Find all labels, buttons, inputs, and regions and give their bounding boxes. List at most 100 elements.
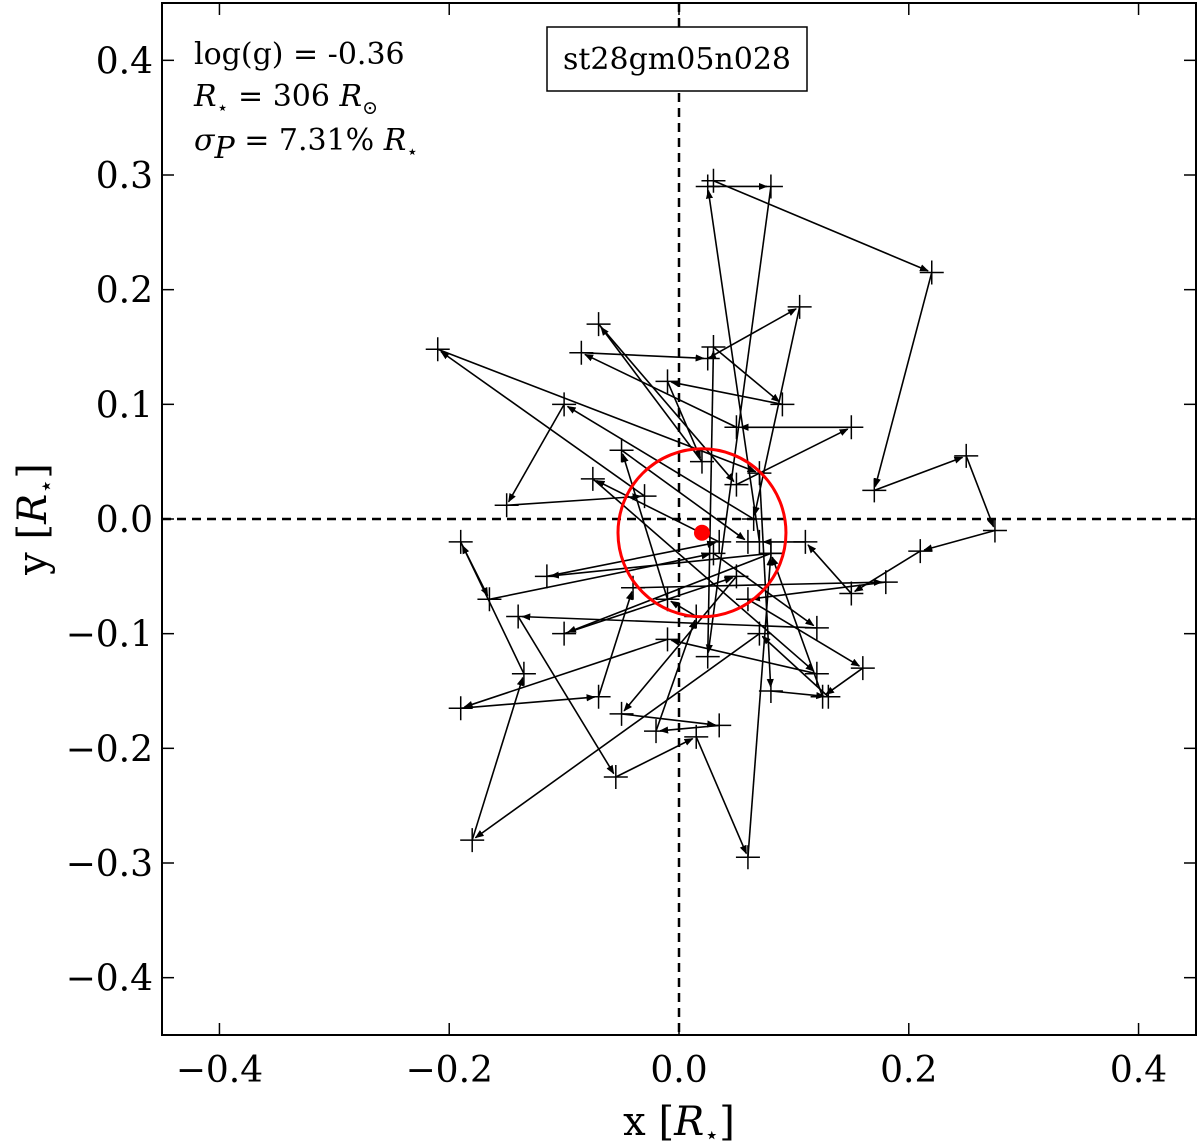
position-marker-26 <box>494 493 519 518</box>
x-axis-label-subscript: ⋆ <box>704 1121 719 1146</box>
position-marker-59 <box>609 701 634 726</box>
trajectory-step-1 <box>713 179 929 272</box>
position-marker-18 <box>724 472 749 497</box>
y-tick-label: 0.3 <box>96 156 153 197</box>
position-marker-47 <box>804 661 829 686</box>
x-axis-label-text: x [ <box>623 1099 674 1145</box>
position-marker-46 <box>580 466 605 491</box>
y-tick-label: −0.1 <box>66 615 153 656</box>
y-tick-label: 0.0 <box>96 500 153 541</box>
x-tick-label: −0.4 <box>176 1050 263 1091</box>
position-marker-58 <box>724 564 749 589</box>
position-marker-21 <box>569 340 594 365</box>
position-marker-61 <box>644 719 669 744</box>
position-marker-12 <box>695 644 720 669</box>
trajectory-step-31 <box>761 635 829 698</box>
trajectory-step-54 <box>825 667 864 696</box>
y-tick-label: −0.4 <box>66 959 153 1000</box>
sigma-unit-symbol: R <box>383 123 407 158</box>
radius-unit-symbol: R <box>339 79 363 114</box>
trajectory-step-57 <box>563 576 734 635</box>
trajectory-step-40 <box>615 737 694 778</box>
position-marker-5 <box>982 518 1007 543</box>
position-marker-30 <box>758 679 783 703</box>
trajectory-step-53 <box>747 598 861 667</box>
trajectory-step-46 <box>592 478 815 672</box>
axis-ticks: −0.4 −0.2 0.0 0.2 0.4 −0.4 −0.3 −0.2 −0.1 0.0 0.1 0… <box>66 3 1196 1091</box>
trajectory-step-62 <box>670 600 697 618</box>
sigma-symbol: σ <box>194 123 216 158</box>
trajectory-step-60 <box>659 724 720 734</box>
position-marker-64 <box>609 438 634 463</box>
position-marker-16 <box>689 449 714 474</box>
position-marker-49 <box>448 696 473 721</box>
position-marker-13 <box>701 335 726 359</box>
position-marker-45 <box>707 529 732 554</box>
position-marker-23 <box>787 294 812 319</box>
trajectory-step-11 <box>705 186 772 654</box>
trajectory-step-50 <box>597 590 633 697</box>
mean-position-dot <box>693 524 710 541</box>
position-marker-34 <box>511 661 536 686</box>
position-marker-40 <box>603 765 628 789</box>
trajectory-step-5 <box>923 529 996 552</box>
sigma-circle <box>616 447 788 619</box>
sigma-value: = 7.31% <box>235 123 384 158</box>
y-tick-label: 0.2 <box>96 271 153 312</box>
position-marker-57 <box>552 621 577 646</box>
trajectory-group <box>437 179 996 858</box>
model-label-box <box>546 26 808 92</box>
trajectory-step-33 <box>471 676 524 841</box>
trajectory-step-56 <box>567 552 772 633</box>
position-marker-41 <box>684 724 709 749</box>
position-marker-7 <box>839 581 864 606</box>
y-axis-label-text: y [ <box>10 524 56 576</box>
marker-group <box>425 168 1007 870</box>
trajectory-step-18 <box>736 428 849 486</box>
position-marker-19 <box>839 415 864 440</box>
trajectory-step-49 <box>460 694 596 709</box>
position-marker-20 <box>724 415 749 440</box>
trajectory-step-63 <box>621 453 669 600</box>
y-axis-label-close: ] <box>10 463 56 479</box>
trajectory-step-35 <box>459 541 489 597</box>
trajectory-step-2 <box>873 272 933 488</box>
position-marker-35 <box>448 529 473 554</box>
trajectory-step-29 <box>758 473 774 688</box>
radius-value: = 306 <box>229 79 340 114</box>
position-marker-15 <box>655 369 680 394</box>
trajectory-step-61 <box>655 619 696 732</box>
position-marker-24 <box>741 507 766 531</box>
y-tick-label: 0.4 <box>96 41 153 82</box>
x-axis-label-close: ] <box>719 1099 735 1145</box>
position-marker-55 <box>810 684 835 709</box>
x-axis-label: x [R⋆] <box>623 1099 735 1146</box>
trajectory-step-48 <box>463 638 668 708</box>
radius-star-subscript: ⋆ <box>217 97 229 119</box>
trajectory-step-44 <box>546 540 717 578</box>
position-marker-1 <box>701 168 726 193</box>
trajectory-step-3 <box>874 456 964 492</box>
y-axis-label-symbol: R <box>10 494 56 525</box>
trajectory-step-39 <box>517 616 615 775</box>
trajectory-step-47 <box>670 638 818 675</box>
trajectory-step-43 <box>549 552 771 579</box>
position-marker-11 <box>758 174 783 199</box>
position-marker-65 <box>735 529 760 554</box>
trajectory-step-7 <box>807 544 852 595</box>
x-tick-label: 0.2 <box>880 1050 937 1091</box>
y-tick-label: −0.2 <box>66 729 153 770</box>
position-marker-27 <box>632 484 657 509</box>
trajectory-step-58 <box>623 575 738 712</box>
trajectory-step-23 <box>752 306 801 516</box>
trajectory-step-52 <box>751 581 886 602</box>
stats-group <box>616 447 788 619</box>
position-marker-6 <box>908 539 933 564</box>
position-marker-56 <box>758 541 783 566</box>
position-marker-60 <box>707 713 732 738</box>
position-marker-4 <box>954 443 979 468</box>
position-marker-54 <box>850 656 875 681</box>
trajectory-step-26 <box>506 493 642 507</box>
trajectory-step-9 <box>705 189 761 543</box>
